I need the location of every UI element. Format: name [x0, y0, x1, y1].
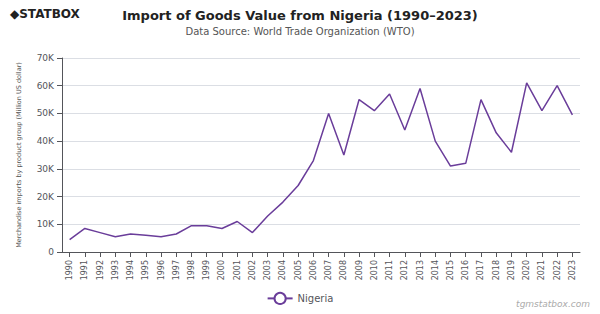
- svg-text:Merchandise imports by product: Merchandise imports by product group (Mi…: [15, 62, 23, 248]
- svg-text:2006: 2006: [309, 260, 318, 280]
- svg-text:10K: 10K: [37, 219, 55, 229]
- svg-text:20K: 20K: [37, 192, 55, 202]
- svg-text:1993: 1993: [111, 260, 120, 280]
- svg-text:0: 0: [48, 247, 54, 257]
- svg-text:70K: 70K: [37, 53, 55, 63]
- svg-text:2004: 2004: [278, 260, 287, 280]
- svg-text:2002: 2002: [248, 260, 257, 280]
- svg-text:30K: 30K: [37, 164, 55, 174]
- svg-text:60K: 60K: [37, 81, 55, 91]
- svg-text:50K: 50K: [37, 108, 55, 118]
- svg-text:1996: 1996: [157, 260, 166, 280]
- svg-text:2022: 2022: [553, 260, 562, 280]
- svg-text:1990: 1990: [65, 260, 74, 280]
- svg-text:2015: 2015: [446, 260, 455, 280]
- svg-text:2007: 2007: [324, 260, 333, 280]
- svg-text:2010: 2010: [370, 260, 379, 280]
- svg-text:2003: 2003: [263, 260, 272, 280]
- svg-text:1999: 1999: [202, 260, 211, 280]
- svg-text:2009: 2009: [355, 260, 364, 280]
- svg-text:2013: 2013: [416, 260, 425, 280]
- svg-text:1995: 1995: [141, 260, 150, 280]
- svg-text:Nigeria: Nigeria: [298, 293, 334, 304]
- svg-text:2020: 2020: [522, 260, 531, 280]
- svg-text:2018: 2018: [492, 260, 501, 280]
- svg-text:◆STATBOX: ◆STATBOX: [10, 7, 81, 21]
- svg-text:tgmstatbox.com: tgmstatbox.com: [516, 299, 590, 309]
- svg-text:2005: 2005: [294, 260, 303, 280]
- svg-text:2008: 2008: [339, 260, 348, 280]
- svg-text:1994: 1994: [126, 260, 135, 280]
- svg-text:2011: 2011: [385, 260, 394, 280]
- svg-text:Import of Goods Value from Nig: Import of Goods Value from Nigeria (1990…: [122, 8, 478, 23]
- svg-text:1998: 1998: [187, 260, 196, 280]
- svg-text:2023: 2023: [568, 260, 577, 280]
- svg-text:1997: 1997: [172, 260, 181, 280]
- svg-text:2000: 2000: [217, 260, 226, 280]
- svg-text:Data Source: World Trade Organ: Data Source: World Trade Organization (W…: [185, 26, 414, 37]
- svg-text:1991: 1991: [80, 260, 89, 280]
- svg-text:2017: 2017: [476, 260, 485, 280]
- svg-text:2019: 2019: [507, 260, 516, 280]
- svg-text:1992: 1992: [96, 260, 105, 280]
- svg-text:2001: 2001: [233, 260, 242, 280]
- svg-text:2012: 2012: [400, 260, 409, 280]
- svg-text:40K: 40K: [37, 136, 55, 146]
- svg-text:2021: 2021: [537, 260, 546, 280]
- svg-text:2014: 2014: [431, 260, 440, 280]
- svg-text:2016: 2016: [461, 260, 470, 280]
